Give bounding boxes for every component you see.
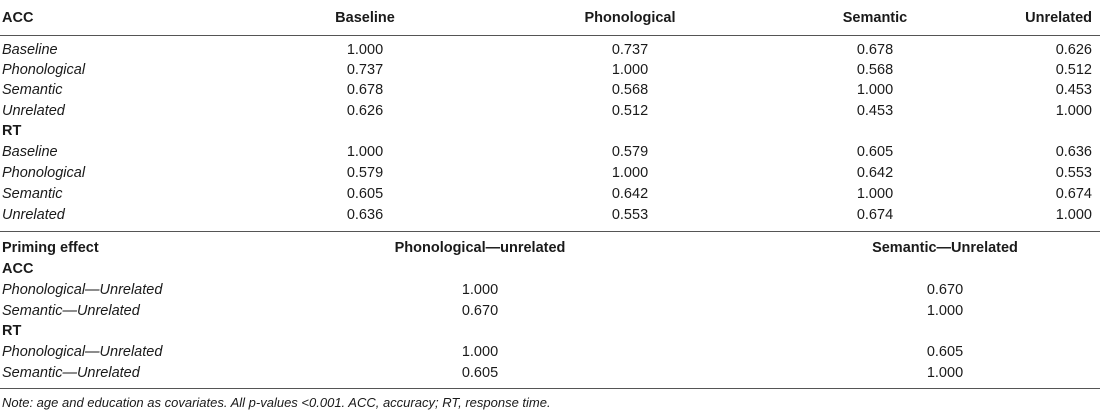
cell-value: 0.670 [461,303,499,319]
row-label: Unrelated [2,103,65,119]
cell-value: 0.605 [346,186,384,202]
section-label-rt: RT [2,123,22,139]
cell-value: 1.000 [611,62,649,78]
cell-value: 1.000 [856,82,894,98]
col-header-baseline: Baseline [335,10,395,26]
cell-value: 0.636 [1055,144,1092,160]
table-note: Note: age and education as covariates. A… [2,395,551,410]
section-row: RT [0,321,1100,341]
cell-value: 1.000 [1055,207,1092,223]
cell-value: 0.605 [461,365,499,381]
col-header-unrelated: Unrelated [1025,10,1092,26]
row-label: Baseline [2,42,58,58]
cell-value: 1.000 [461,282,499,298]
cell-value: 0.642 [856,165,894,181]
cell-value: 1.000 [346,42,384,58]
cell-value: 0.453 [1055,82,1092,98]
row-label: Phonological [2,62,86,78]
table-row: Unrelated 0.626 0.512 0.453 1.000 [0,101,1100,121]
row-label: Semantic—Unrelated [2,365,140,381]
cell-value: 0.636 [346,207,384,223]
table-row: Semantic—Unrelated 0.605 1.000 [0,363,1100,383]
cell-value: 1.000 [461,344,499,360]
cell-value: 0.642 [611,186,649,202]
table-row: Phonological 0.579 1.000 0.642 0.553 [0,163,1100,183]
cell-value: 1.000 [611,165,649,181]
row-label: Semantic—Unrelated [2,303,140,319]
cell-value: 0.579 [346,165,384,181]
cell-value: 0.553 [611,207,649,223]
cell-value: 0.737 [346,62,384,78]
table1-header-row: ACC Baseline Phonological Semantic Unrel… [0,8,1100,28]
cell-value: 1.000 [346,144,384,160]
row-label: Phonological—Unrelated [2,344,163,360]
section-label-acc: ACC [2,261,34,277]
col-header-phonological: Phonological [584,10,676,26]
cell-value: 0.605 [926,344,964,360]
cell-value: 1.000 [856,186,894,202]
cell-value: 0.579 [611,144,649,160]
cell-value: 0.453 [856,103,894,119]
table2-corner-label: Priming effect [2,240,99,256]
col-header-phonological-unrelated: Phonological—unrelated [394,240,566,256]
row-label: Semantic [2,82,63,98]
section-row: RT [0,121,1100,141]
cell-value: 1.000 [1055,103,1092,119]
table-row: Semantic—Unrelated 0.670 1.000 [0,301,1100,321]
row-label: Semantic [2,186,63,202]
row-label: Phonological—Unrelated [2,282,163,298]
row-label: Unrelated [2,207,65,223]
table-row: Semantic 0.605 0.642 1.000 0.674 [0,184,1100,204]
cell-value: 0.674 [856,207,894,223]
row-label: Phonological [2,165,86,181]
cell-value: 0.605 [856,144,894,160]
section-row: ACC [0,259,1100,279]
table-row: Semantic 0.678 0.568 1.000 0.453 [0,80,1100,100]
table2-header-row: Priming effect Phonological—unrelated Se… [0,238,1100,258]
cell-value: 0.512 [611,103,649,119]
cell-value: 0.568 [611,82,649,98]
table1-corner-label: ACC [2,10,34,26]
cell-value: 0.678 [346,82,384,98]
table-row: Baseline 1.000 0.579 0.605 0.636 [0,142,1100,162]
cell-value: 0.626 [346,103,384,119]
cell-value: 0.568 [856,62,894,78]
cell-value: 0.674 [1055,186,1092,202]
section-divider [0,231,1100,232]
table-row: Phonological 0.737 1.000 0.568 0.512 [0,60,1100,80]
cell-value: 0.626 [1055,42,1092,58]
section-label-rt: RT [2,323,22,339]
cell-value: 1.000 [926,303,964,319]
table-row: Phonological—Unrelated 1.000 0.605 [0,342,1100,362]
table-row: Phonological—Unrelated 1.000 0.670 [0,280,1100,300]
table-row: Unrelated 0.636 0.553 0.674 1.000 [0,205,1100,225]
cell-value: 0.670 [926,282,964,298]
col-header-semantic-unrelated: Semantic—Unrelated [872,240,1018,256]
row-label: Baseline [2,144,58,160]
header-divider [0,35,1100,36]
bottom-rule [0,388,1100,389]
cell-value: 0.553 [1055,165,1092,181]
cell-value: 0.678 [856,42,894,58]
table-row: Baseline 1.000 0.737 0.678 0.626 [0,40,1100,60]
cell-value: 0.737 [611,42,649,58]
cell-value: 0.512 [1055,62,1092,78]
cell-value: 1.000 [926,365,964,381]
col-header-semantic: Semantic [842,10,908,26]
